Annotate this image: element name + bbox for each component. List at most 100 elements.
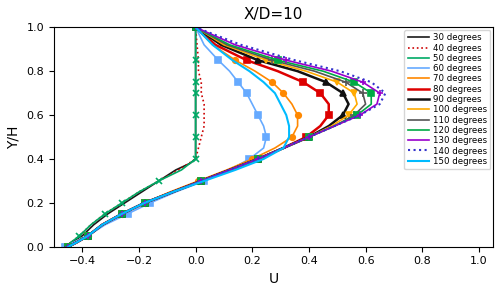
60 degrees: [71, 241, 77, 244]
100 degrees: [334, 80, 340, 84]
80 degrees: [212, 43, 218, 47]
60 degrees: [201, 43, 207, 47]
50 degrees: [192, 69, 198, 73]
100 degrees: [255, 157, 261, 161]
130 degrees: [306, 135, 312, 139]
80 degrees: [255, 157, 261, 161]
150 degrees: [272, 91, 278, 95]
50 degrees: [88, 223, 94, 226]
150 degrees: [280, 146, 286, 150]
60 degrees: [260, 146, 266, 150]
110 degrees: [170, 190, 176, 194]
50 degrees: [192, 124, 198, 128]
70 degrees: [210, 43, 216, 47]
30 degrees: [192, 146, 198, 150]
150 degrees: [246, 69, 252, 73]
100 degrees: [65, 245, 71, 248]
120 degrees: [255, 157, 261, 161]
140 degrees: [226, 168, 232, 172]
140 degrees: [119, 212, 125, 216]
50 degrees: [192, 157, 198, 161]
90 degrees: [170, 190, 176, 194]
130 degrees: [357, 113, 363, 117]
110 degrees: [226, 168, 232, 172]
30 degrees: [192, 135, 198, 139]
110 degrees: [85, 234, 91, 238]
100 degrees: [192, 25, 198, 29]
110 degrees: [362, 102, 368, 106]
140 degrees: [368, 80, 374, 84]
110 degrees: [351, 113, 357, 117]
50 degrees: [192, 113, 198, 117]
100 degrees: [85, 234, 91, 238]
150 degrees: [119, 212, 125, 216]
50 degrees: [192, 43, 198, 47]
60 degrees: [226, 69, 232, 73]
70 degrees: [250, 157, 256, 161]
120 degrees: [192, 25, 198, 29]
110 degrees: [192, 25, 198, 29]
80 degrees: [244, 58, 250, 62]
110 degrees: [269, 58, 275, 62]
100 degrees: [226, 168, 232, 172]
50 degrees: [156, 179, 162, 183]
70 degrees: [85, 234, 91, 238]
70 degrees: [280, 91, 286, 95]
40 degrees: [62, 245, 68, 248]
30 degrees: [192, 37, 198, 40]
120 degrees: [74, 241, 80, 244]
30 degrees: [192, 69, 198, 73]
60 degrees: [250, 102, 256, 106]
120 degrees: [170, 190, 176, 194]
110 degrees: [306, 135, 312, 139]
80 degrees: [65, 245, 71, 248]
Line: 30 degrees: 30 degrees: [66, 27, 196, 247]
120 degrees: [332, 124, 338, 128]
70 degrees: [294, 124, 300, 128]
110 degrees: [224, 43, 230, 47]
40 degrees: [176, 168, 182, 172]
90 degrees: [226, 168, 232, 172]
100 degrees: [99, 223, 105, 226]
60 degrees: [102, 223, 108, 226]
140 degrees: [332, 124, 338, 128]
50 degrees: [68, 241, 74, 244]
40 degrees: [201, 113, 207, 117]
50 degrees: [76, 234, 82, 238]
80 degrees: [85, 234, 91, 238]
120 degrees: [351, 80, 357, 84]
40 degrees: [102, 212, 108, 216]
120 degrees: [354, 113, 360, 117]
30 degrees: [173, 168, 179, 172]
50 degrees: [192, 146, 198, 150]
140 degrees: [74, 241, 80, 244]
30 degrees: [187, 162, 193, 165]
120 degrees: [119, 212, 125, 216]
70 degrees: [272, 146, 278, 150]
Line: 140 degrees: 140 degrees: [68, 27, 386, 247]
140 degrees: [99, 223, 105, 226]
130 degrees: [142, 201, 148, 205]
100 degrees: [303, 69, 309, 73]
100 degrees: [306, 135, 312, 139]
90 degrees: [255, 58, 261, 62]
60 degrees: [201, 179, 207, 183]
60 degrees: [246, 157, 252, 161]
70 degrees: [192, 25, 198, 29]
110 degrees: [119, 212, 125, 216]
110 degrees: [332, 124, 338, 128]
50 degrees: [192, 58, 198, 62]
70 degrees: [289, 135, 295, 139]
150 degrees: [201, 179, 207, 183]
50 degrees: [102, 212, 108, 216]
110 degrees: [255, 157, 261, 161]
150 degrees: [286, 124, 292, 128]
150 degrees: [142, 201, 148, 205]
90 degrees: [323, 80, 329, 84]
100 degrees: [264, 58, 270, 62]
130 degrees: [192, 25, 198, 29]
70 degrees: [269, 80, 275, 84]
140 degrees: [192, 25, 198, 29]
30 degrees: [192, 25, 198, 29]
Title: X/D=10: X/D=10: [244, 7, 303, 22]
